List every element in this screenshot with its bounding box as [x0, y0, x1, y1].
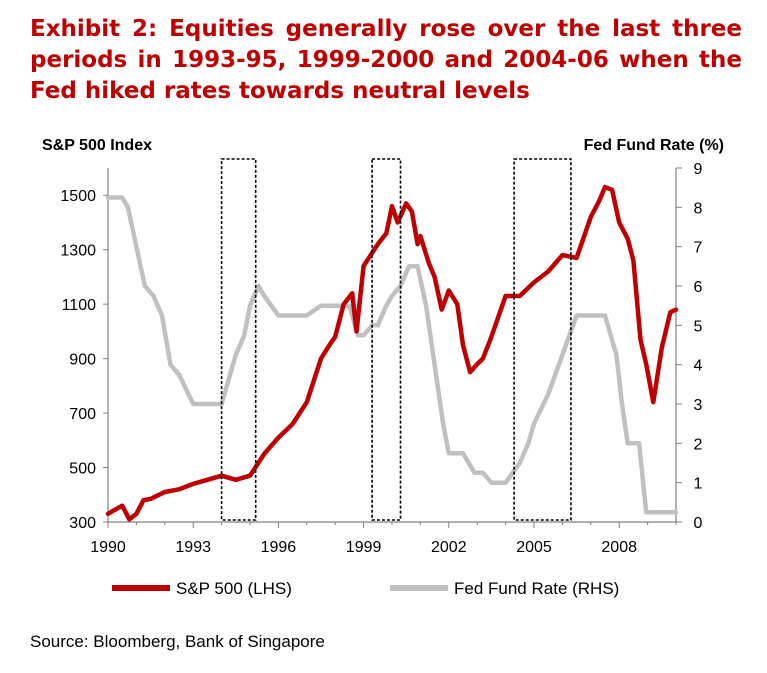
left-tick-label: 500: [69, 461, 96, 478]
right-tick-label: 1: [694, 476, 703, 493]
highlight-period-box: [513, 158, 572, 521]
x-tick-label: 2008: [601, 539, 637, 556]
right-tick-label: 3: [694, 397, 703, 414]
right-tick-label: 6: [694, 279, 703, 296]
right-tick-label: 0: [694, 515, 703, 532]
left-tick-label: 1500: [60, 188, 96, 205]
right-tick-label: 7: [694, 240, 703, 257]
right-tick-label: 4: [694, 358, 703, 375]
left-tick-label: 300: [69, 515, 96, 532]
source-note: Source: Bloomberg, Bank of Singapore: [30, 632, 325, 651]
right-tick-label: 5: [694, 318, 703, 335]
legend-label-sp500: S&P 500 (LHS): [176, 579, 292, 598]
left-tick-label: 1300: [60, 243, 96, 260]
legend-label-fed: Fed Fund Rate (RHS): [454, 579, 619, 598]
x-tick-label: 2002: [431, 539, 467, 556]
series-line-sp500: [105, 184, 679, 522]
series-lines: [105, 184, 679, 522]
right-axis-label: Fed Fund Rate (%): [584, 137, 724, 154]
left-tick-label: 900: [69, 352, 96, 369]
x-tick-label: 1996: [261, 539, 297, 556]
x-tick-label: 1993: [175, 539, 211, 556]
x-tick-label: 1999: [346, 539, 382, 556]
series-line-fed-fund-rate: [105, 195, 679, 515]
right-tick-label: 9: [694, 161, 703, 178]
legend: S&P 500 (LHS) Fed Fund Rate (RHS): [112, 579, 619, 598]
right-tick-label: 2: [694, 436, 703, 453]
chart-title: Exhibit 2: Equities generally rose over …: [30, 16, 742, 104]
x-tick-label: 2005: [516, 539, 552, 556]
left-tick-label: 1100: [62, 297, 97, 314]
left-axis-label: S&P 500 Index: [42, 137, 152, 154]
x-tick-label: 1990: [90, 539, 126, 556]
highlight-boxes: [220, 158, 572, 521]
right-tick-label: 8: [694, 200, 703, 217]
left-tick-label: 700: [69, 406, 96, 423]
highlight-period-box: [220, 158, 257, 521]
axis-ticks: 1990 1993 1996 1999 2002 2005 2008 300 500 700 900…: [60, 161, 702, 556]
